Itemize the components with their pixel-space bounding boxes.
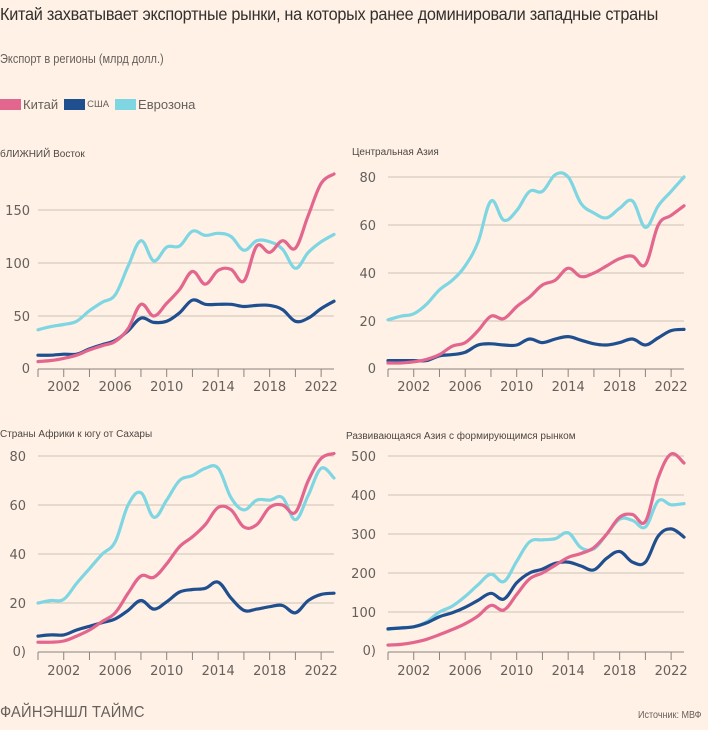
y-tick-label: 500 (351, 450, 376, 465)
chart-title: Китай захватывает экспортные рынки, на к… (0, 4, 659, 24)
x-tick-label: 2018 (253, 664, 286, 679)
legend: Китай США Еврозона (0, 97, 201, 112)
chart-subtitle: Экспорт в регионы (млрд долл.) (0, 52, 164, 66)
x-tick-label: 2014 (552, 664, 585, 679)
x-tick-label: 2010 (500, 664, 533, 679)
y-tick-label: 0) (13, 645, 26, 660)
legend-label-usa: США (87, 99, 110, 110)
series-line-eurozone (386, 171, 686, 322)
x-tick-label: 2002 (47, 664, 80, 679)
chart-panel-4: Развивающаяся Азия с формирующимся рынко… (346, 430, 688, 679)
x-tick-label: 2002 (47, 380, 80, 395)
y-tick-label: 40 (9, 548, 26, 563)
panel-title: Центральная Азия (352, 147, 439, 158)
y-tick-label: 100 (5, 257, 30, 272)
y-tick-label: 50 (13, 310, 30, 325)
series-line-china (386, 204, 686, 365)
x-tick-label: 2006 (99, 664, 132, 679)
y-tick-label: 0) (363, 644, 376, 659)
legend-label-china: Китай (23, 97, 59, 112)
panel-title: бЛИЖНИЙ Восток (0, 147, 85, 160)
legend-item-china: Китай (0, 97, 58, 112)
chart-panel-1: бЛИЖНИЙ Восток 0 50 100 150 2002 2006 2010 2014 2… (0, 147, 338, 395)
panel-title: Страны Африки к югу от Сахары (0, 428, 152, 440)
y-tick-label: 400 (351, 489, 376, 504)
x-tick-label: 2022 (305, 380, 338, 395)
panel-title: Развивающаяся Азия с формирующимся рынко… (346, 430, 576, 442)
chart-panel-2: Центральная Азия 0 20 40 60 80 2002 2006 2010 201… (352, 147, 688, 395)
y-tick-label: 20 (9, 597, 26, 612)
x-tick-label: 2010 (150, 664, 183, 679)
legend-swatch-usa (64, 99, 86, 110)
x-tick-label: 2010 (500, 380, 533, 395)
x-tick-label: 2022 (655, 664, 688, 679)
chart-panel-3: Страны Африки к югу от Сахары 0) 20 40 60 80 2… (0, 428, 338, 679)
source-note: Источник: МВФ (638, 710, 702, 721)
series-line-eurozone (36, 229, 336, 332)
y-tick-label: 150 (5, 204, 30, 219)
series-line-usa (386, 527, 686, 631)
x-tick-label: 2022 (655, 380, 688, 395)
y-tick-label: 0 (22, 362, 30, 377)
x-tick-label: 2010 (150, 380, 183, 395)
y-tick-label: 80 (359, 171, 376, 186)
legend-item-eurozone: Еврозона (115, 97, 195, 112)
series-line-china (36, 451, 336, 644)
x-tick-label: 2006 (449, 664, 482, 679)
y-tick-label: 100 (351, 606, 376, 621)
y-tick-label: 60 (9, 499, 26, 514)
series-line-china (36, 172, 336, 364)
x-tick-label: 2002 (397, 664, 430, 679)
y-tick-label: 20 (359, 315, 376, 330)
y-tick-label: 40 (359, 267, 376, 282)
series-line-eurozone (36, 464, 336, 605)
legend-label-eurozone: Еврозона (138, 97, 196, 112)
y-tick-label: 0 (368, 362, 376, 377)
x-tick-label: 2022 (305, 664, 338, 679)
series-line-eurozone (386, 498, 686, 632)
x-tick-label: 2018 (603, 664, 636, 679)
x-tick-label: 2002 (397, 380, 430, 395)
series-line-usa (36, 580, 336, 638)
legend-swatch-eurozone (115, 99, 137, 110)
series-line-china (386, 452, 686, 647)
x-tick-label: 2006 (449, 380, 482, 395)
x-tick-label: 2018 (253, 380, 286, 395)
x-tick-label: 2006 (99, 380, 132, 395)
y-tick-label: 80 (9, 450, 26, 465)
y-tick-label: 300 (351, 528, 376, 543)
x-tick-label: 2014 (202, 664, 235, 679)
legend-swatch-china (0, 99, 21, 110)
y-tick-label: 200 (351, 567, 376, 582)
legend-item-usa: США (64, 99, 109, 110)
series-line-usa (36, 298, 336, 357)
publisher-brand: ФАЙНЭНШЛ ТАЙМС (0, 704, 145, 721)
y-tick-label: 60 (359, 219, 376, 234)
x-tick-label: 2014 (202, 380, 235, 395)
x-tick-label: 2014 (552, 380, 585, 395)
x-tick-label: 2018 (603, 380, 636, 395)
